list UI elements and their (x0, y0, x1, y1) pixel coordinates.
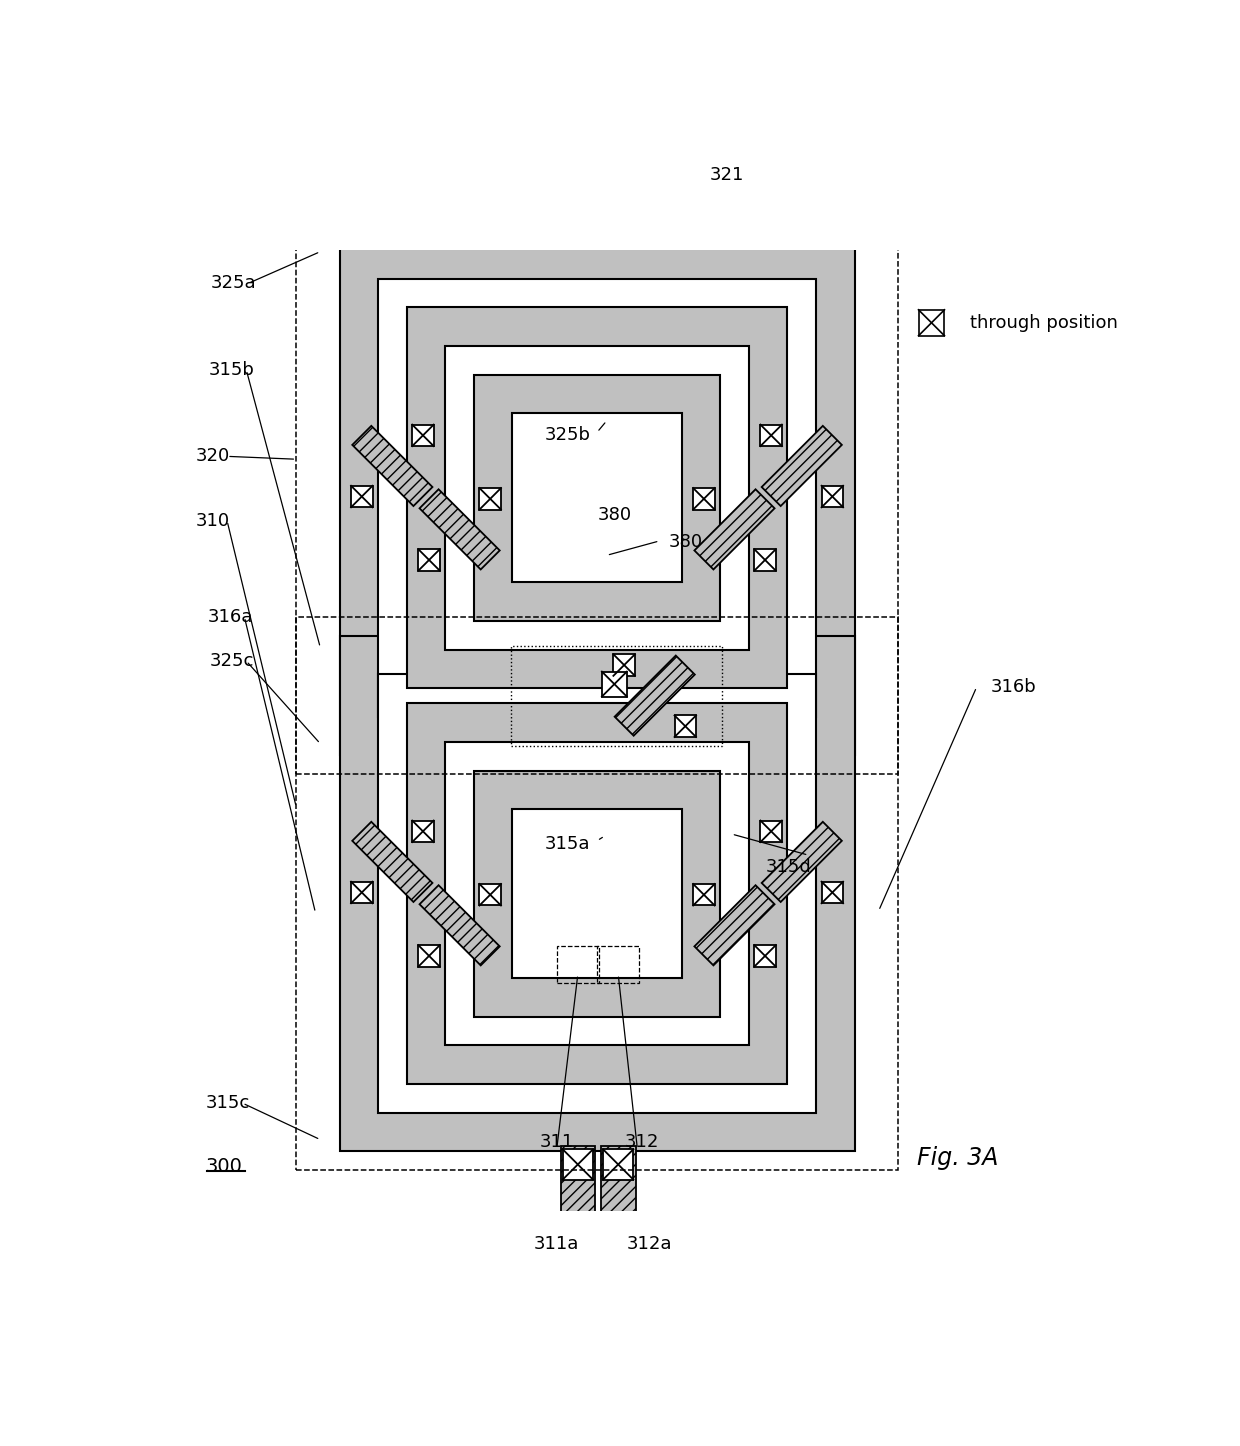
Bar (351, 486, 372, 508)
Text: 316a: 316a (207, 607, 253, 626)
Bar (480, 884, 501, 905)
Bar (603, 1150, 634, 1180)
Text: 325a: 325a (211, 275, 257, 292)
Bar (609, 168, 644, 244)
Bar (557, 947, 599, 983)
Text: 315b: 315b (210, 362, 254, 379)
Bar (418, 946, 440, 967)
Text: Fig. 3A: Fig. 3A (916, 1145, 998, 1170)
Bar (474, 771, 720, 1017)
Text: 325b: 325b (544, 427, 590, 444)
Polygon shape (615, 655, 694, 736)
Bar (760, 425, 782, 447)
Bar (596, 947, 640, 983)
Bar (296, 617, 898, 1170)
Bar (754, 946, 776, 967)
Text: 320: 320 (196, 447, 229, 466)
Bar (512, 414, 682, 583)
Bar (601, 671, 627, 697)
Polygon shape (694, 885, 775, 966)
Bar (511, 646, 722, 746)
Polygon shape (352, 821, 433, 902)
Polygon shape (352, 427, 433, 506)
Bar (412, 425, 434, 447)
Text: 315a: 315a (544, 834, 590, 853)
Bar (474, 375, 720, 620)
Polygon shape (761, 427, 842, 506)
Text: 315c: 315c (206, 1095, 250, 1112)
Bar (512, 808, 682, 977)
Bar (919, 309, 945, 335)
Text: 312: 312 (625, 1132, 660, 1151)
Polygon shape (419, 885, 500, 966)
Text: 311: 311 (539, 1132, 574, 1151)
Bar (418, 549, 440, 571)
Text: 311a: 311a (534, 1235, 579, 1254)
Bar (754, 549, 776, 571)
Text: 316b: 316b (991, 678, 1037, 696)
Bar (407, 308, 787, 688)
Text: 300: 300 (206, 1157, 243, 1176)
Bar (340, 240, 854, 755)
Polygon shape (761, 821, 842, 902)
Bar (675, 716, 696, 737)
Text: 325c: 325c (210, 652, 254, 669)
Bar (563, 1150, 593, 1180)
Bar (445, 742, 749, 1045)
Bar (822, 882, 843, 904)
Bar (378, 279, 816, 717)
Bar (340, 636, 854, 1151)
Bar (614, 654, 635, 675)
Bar (760, 820, 782, 842)
Bar (822, 486, 843, 508)
Text: 380: 380 (670, 534, 703, 551)
Bar (351, 882, 372, 904)
Text: 312a: 312a (626, 1235, 672, 1254)
Bar (693, 489, 714, 509)
Text: through position: through position (970, 314, 1117, 331)
Text: 310: 310 (196, 512, 229, 529)
Bar (296, 221, 898, 775)
Text: 315d: 315d (765, 857, 811, 876)
Bar (407, 703, 787, 1084)
Polygon shape (419, 489, 500, 570)
Bar (693, 884, 714, 905)
Bar (560, 1147, 595, 1223)
Bar (445, 346, 749, 649)
Bar (378, 674, 816, 1113)
Text: 380: 380 (598, 506, 631, 523)
Bar (610, 211, 641, 241)
Polygon shape (694, 489, 775, 570)
Text: 321: 321 (709, 166, 744, 184)
Bar (480, 489, 501, 509)
Bar (601, 1147, 635, 1223)
Bar (412, 820, 434, 842)
